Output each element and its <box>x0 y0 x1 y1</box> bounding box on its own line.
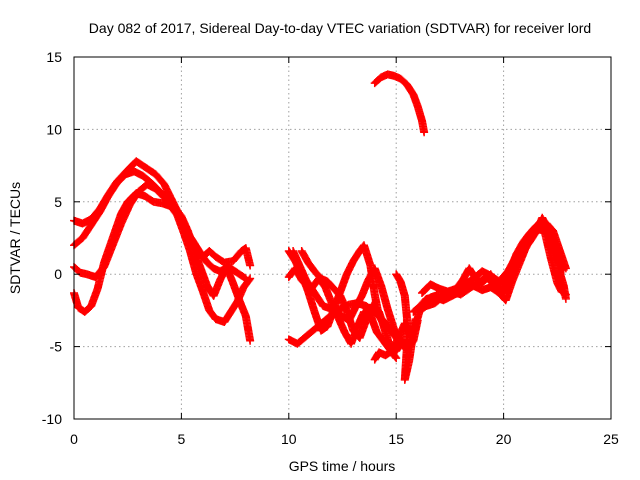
series-track-3 <box>70 180 255 345</box>
data-point-marker <box>561 264 570 273</box>
plot-frame <box>73 56 612 420</box>
series-track-14 <box>409 225 570 316</box>
series-track-8 <box>289 247 405 345</box>
data-points <box>70 70 570 384</box>
y-axis-ticks: -10 -5 0 5 10 15 <box>42 49 611 427</box>
data-point-marker <box>392 354 401 363</box>
data-point-marker <box>246 336 255 345</box>
y-axis-label: SDTVAR / TECUs <box>7 182 23 294</box>
x-tick-label: 20 <box>496 431 512 447</box>
x-tick-label: 0 <box>70 431 78 447</box>
data-point-marker <box>391 353 400 362</box>
data-point-marker <box>246 274 255 283</box>
x-tick-label: 25 <box>603 431 619 447</box>
chart-title: Day 082 of 2017, Sidereal Day-to-day VTE… <box>89 20 591 36</box>
y-tick-label: -10 <box>42 411 62 427</box>
x-tick-label: 5 <box>178 431 186 447</box>
y-tick-label: -5 <box>50 339 63 355</box>
data-point-marker <box>246 261 255 270</box>
series-track-11 <box>392 216 568 384</box>
x-tick-label: 15 <box>388 431 404 447</box>
y-tick-label: 0 <box>54 266 62 282</box>
data-point-marker <box>420 128 429 137</box>
data-point-marker <box>561 290 570 299</box>
y-tick-label: 5 <box>54 194 62 210</box>
series-track-9 <box>297 247 401 363</box>
x-tick-label: 10 <box>281 431 297 447</box>
series-track-4 <box>70 189 255 326</box>
series-track-15 <box>370 70 429 137</box>
x-axis-ticks: 0 5 10 15 20 25 <box>70 57 619 447</box>
y-tick-label: 15 <box>46 49 62 65</box>
y-tick-label: 10 <box>46 121 62 137</box>
data-point-marker <box>245 275 254 284</box>
x-axis-label: GPS time / hours <box>289 458 396 474</box>
